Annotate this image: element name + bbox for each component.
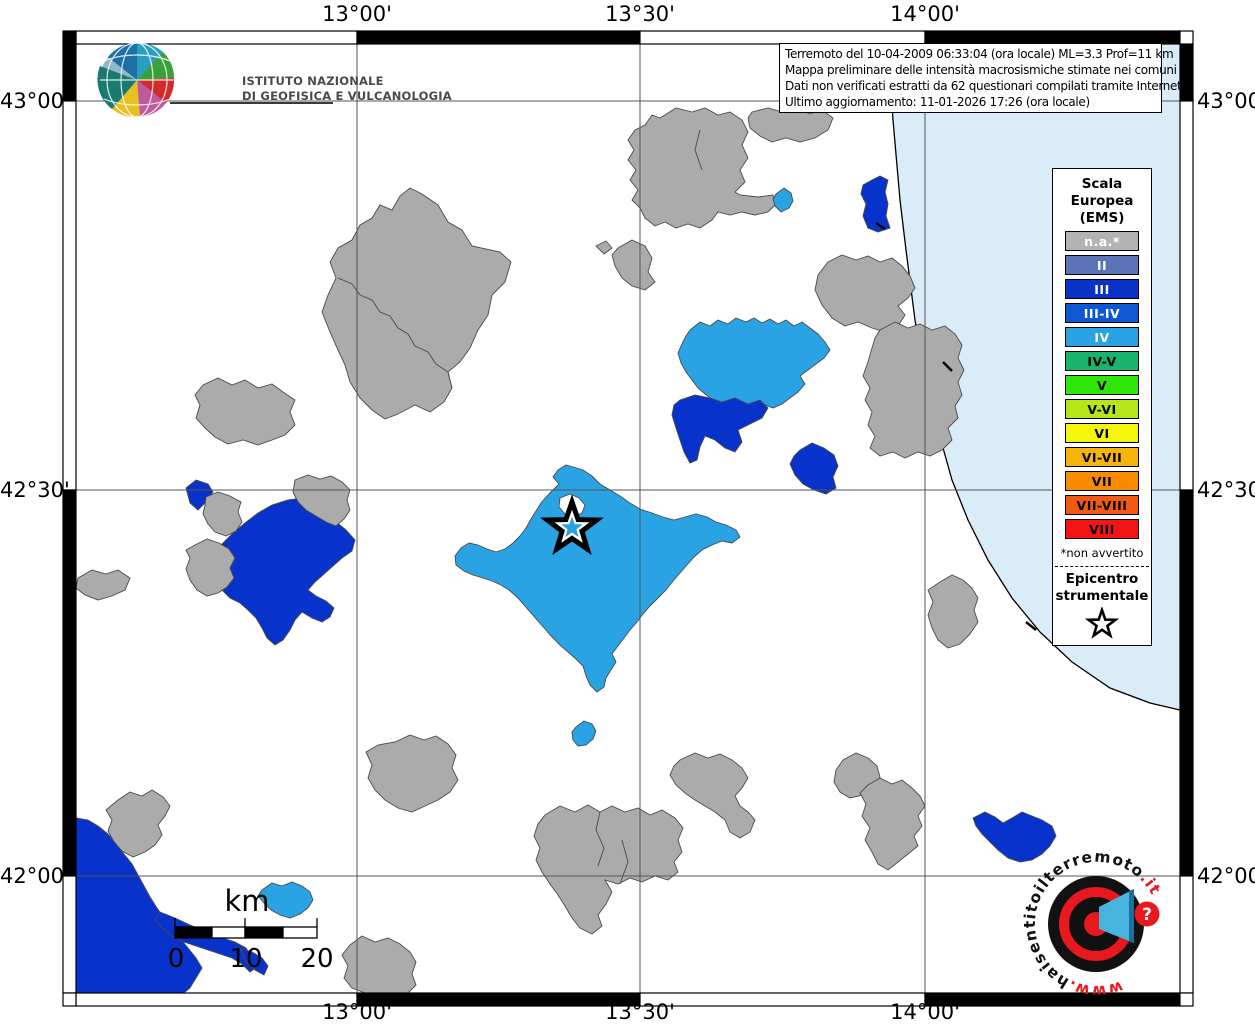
- title-line-updated: Ultimo aggiornamento: 11-01-2026 17:26 (…: [785, 95, 1090, 109]
- axis-label-left-42-30: 42°30': [0, 478, 70, 502]
- ingv-globe-icon: [97, 42, 333, 118]
- epicenter-label: Epicentro strumentale: [1053, 571, 1151, 605]
- legend-item-vii-viii: VII-VIII: [1065, 495, 1139, 515]
- axis-label-right-42-00: 42°00': [1197, 864, 1255, 888]
- municipality-borders: [337, 129, 703, 885]
- legend-title-line2: Europea: [1070, 193, 1134, 209]
- epicenter-label-line1: Epicentro: [1065, 571, 1139, 587]
- legend-item-v: V: [1065, 375, 1139, 395]
- legend-item-na: n.a.*: [1065, 231, 1139, 251]
- map-frame: [62, 30, 1194, 1007]
- axis-label-top-13-00: 13°00': [322, 2, 392, 26]
- municipality-polygon: [105, 789, 171, 858]
- legend-item-vii: VII: [1065, 471, 1139, 491]
- municipality-polygon-iv: [677, 317, 831, 409]
- legend-item-ii: II: [1065, 255, 1139, 275]
- municipality-polygon-iii: [239, 947, 269, 976]
- coastline: [887, 44, 1180, 711]
- legend-item-v-vi: V-VI: [1065, 399, 1139, 419]
- scale-bar-tick-10: 10: [229, 944, 263, 974]
- scale-bar: [174, 918, 318, 939]
- legend-item-iii: III: [1065, 279, 1139, 299]
- question-mark: ?: [1142, 905, 1152, 925]
- axis-label-right-43-00: 43°00': [1197, 89, 1255, 113]
- coast-ticks: [875, 221, 1037, 631]
- legend-divider: [1055, 566, 1149, 567]
- municipalities-intensity-iii: [76, 175, 1057, 993]
- municipality-polygon: [202, 491, 243, 537]
- epicenter-label-line2: strumentale: [1055, 588, 1149, 604]
- axis-label-bottom-14-00: 14°00': [890, 1000, 960, 1024]
- legend-box: Scala Europea (EMS) n.a.* II III III-IV …: [1052, 168, 1152, 646]
- axis-label-top-14-00: 14°00': [890, 2, 960, 26]
- municipality-polygon: [365, 734, 459, 813]
- municipality-polygon: [669, 752, 756, 839]
- megaphone-icon: [1099, 889, 1134, 943]
- legend-title-line3: (EMS): [1079, 210, 1125, 226]
- earthquake-title-box: Terremoto del 10-04-2009 06:33:04 (ora l…: [779, 43, 1185, 113]
- legend-item-viii: VIII: [1065, 519, 1139, 539]
- legend-item-iv: IV: [1065, 327, 1139, 347]
- axis-label-left-43-00: 43°00': [0, 89, 70, 113]
- municipality-polygon-iii: [972, 811, 1057, 863]
- axis-label-bottom-13-30: 13°30': [605, 1000, 675, 1024]
- municipality-polygon: [814, 254, 916, 333]
- legend-title-line1: Scala: [1081, 176, 1123, 192]
- municipalities-na-overlay: [185, 474, 351, 597]
- municipality-polygon: [611, 239, 656, 291]
- municipality-polygon: [862, 321, 965, 459]
- legend-footnote: *non avvertito: [1060, 546, 1144, 560]
- municipality-polygon-iii: [789, 442, 839, 495]
- municipality-polygon: [292, 474, 351, 527]
- scale-bar-tick-20: 20: [300, 944, 334, 974]
- title-line-map: Mappa preliminare delle intensità macros…: [785, 63, 1177, 77]
- title-line-event: Terremoto del 10-04-2009 06:33:04 (ora l…: [785, 47, 1174, 61]
- municipality-polygon-iv: [571, 720, 597, 747]
- axis-label-left-42-00: 42°00': [0, 864, 70, 888]
- legend-title: Scala Europea (EMS): [1053, 176, 1151, 227]
- legend-item-vi: VI: [1065, 423, 1139, 443]
- gridlines: [76, 44, 1180, 993]
- municipality-polygon-iv: [257, 881, 314, 919]
- municipality-polygon: [185, 538, 236, 597]
- axis-label-right-42-30: 42°30': [1197, 478, 1255, 502]
- axis-label-top-13-30: 13°30': [605, 2, 675, 26]
- legend-item-iv-v: IV-V: [1065, 351, 1139, 371]
- scale-bar-unit: km: [224, 884, 270, 918]
- municipality-polygon: [595, 240, 613, 255]
- scale-bar-tick-0: 0: [167, 944, 185, 974]
- epicenter-star-icon: [1084, 606, 1120, 639]
- municipality-polygon: [533, 804, 684, 935]
- municipality-polygon-iii: [860, 175, 891, 233]
- legend-item-vi-vii: VI-VII: [1065, 447, 1139, 467]
- ingv-brand: ISTITUTO NAZIONALE DI GEOFISICA E VULCAN…: [242, 74, 452, 104]
- municipality-polygon: [194, 377, 296, 446]
- title-line-data: Dati non verificati estratti da 62 quest…: [785, 79, 1185, 93]
- epicenter-star: [540, 494, 604, 556]
- municipality-polygon: [76, 569, 131, 601]
- ingv-brand-line1: ISTITUTO NAZIONALE: [242, 74, 384, 88]
- ingv-brand-line2: DI GEOFISICA E VULCANOLOGIA: [242, 89, 452, 103]
- axis-label-bottom-13-00: 13°00': [322, 1000, 392, 1024]
- municipality-polygon: [341, 935, 417, 993]
- municipality-polygon-iii: [207, 497, 356, 646]
- municipality-polygon: [859, 777, 926, 871]
- municipality-polygon: [927, 574, 979, 649]
- legend-item-iii-iv: III-IV: [1065, 303, 1139, 323]
- municipality-polygon-iii: [671, 394, 769, 464]
- municipalities-intensity-iv: [257, 187, 831, 919]
- question-badge: [1134, 901, 1160, 927]
- municipality-polygon-iv: [772, 187, 794, 213]
- municipality-polygon-iv-epicentral: [454, 464, 741, 693]
